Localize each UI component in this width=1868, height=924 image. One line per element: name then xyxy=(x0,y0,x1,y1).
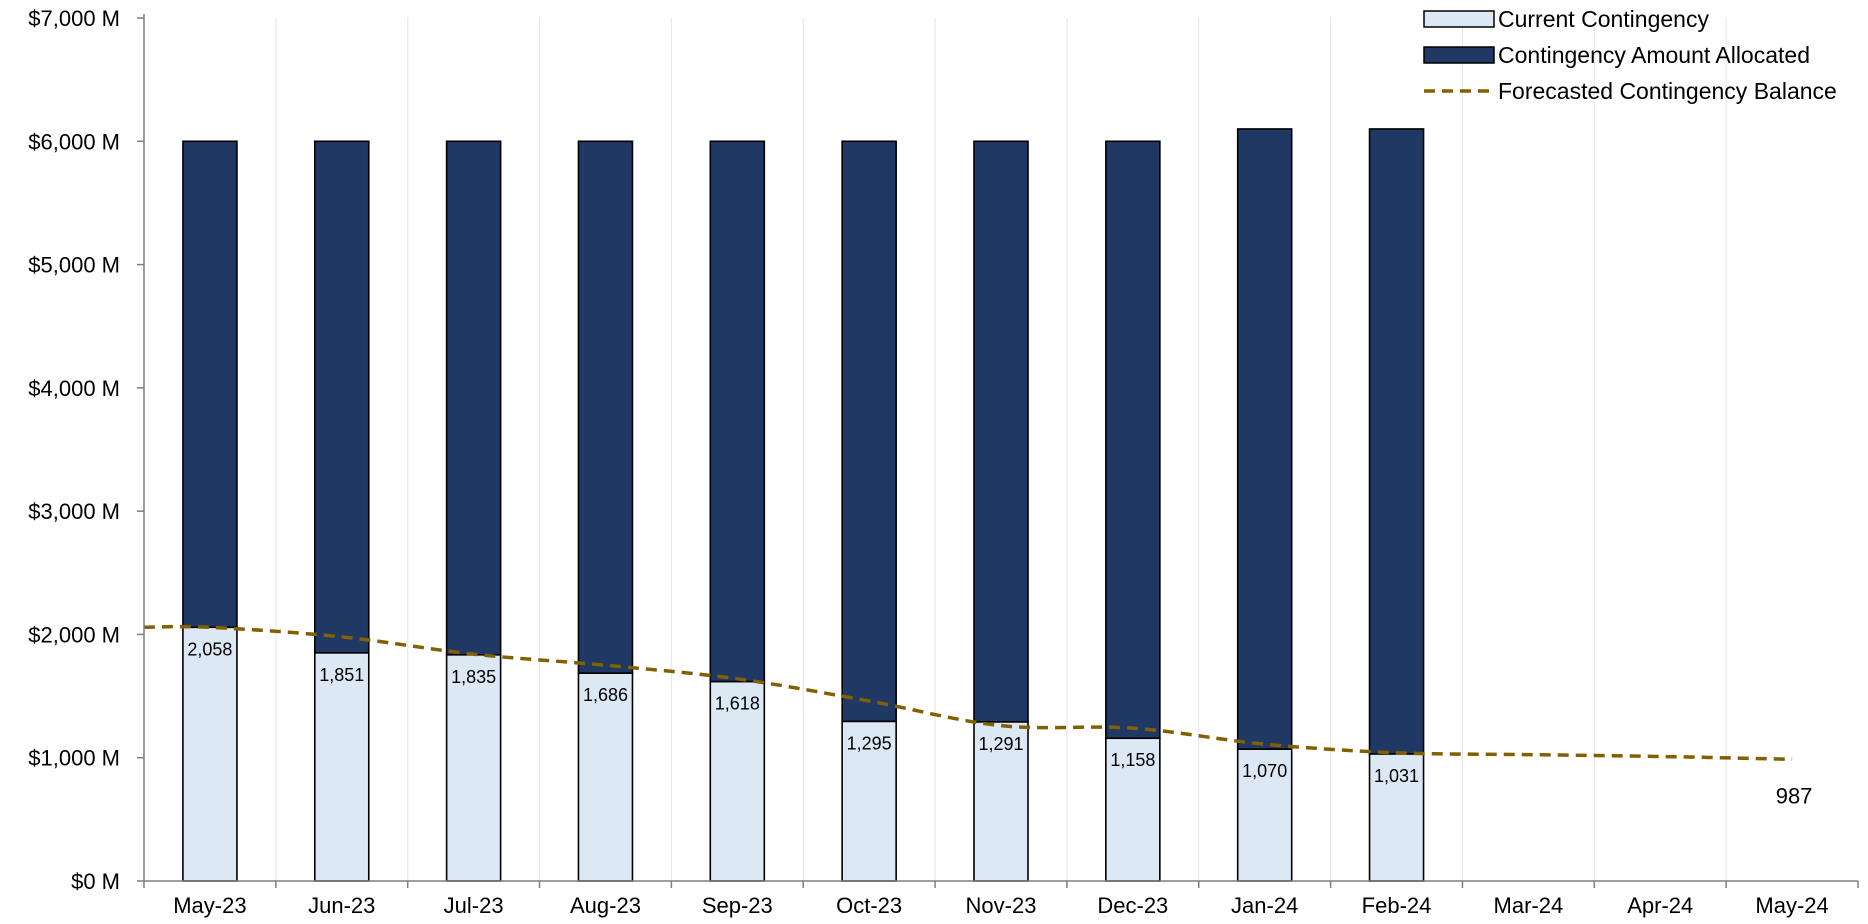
bar-current-contingency xyxy=(1368,753,1425,882)
bar-data-label: 1,291 xyxy=(978,734,1023,754)
y-tick-label: $6,000 M xyxy=(28,129,120,154)
bar-data-label: 1,618 xyxy=(715,694,760,714)
x-tick-label: Jan-24 xyxy=(1231,893,1298,918)
bar-data-label: 1,851 xyxy=(319,665,364,685)
bar-data-label: 1,295 xyxy=(847,733,892,753)
bar-data-label: 1,158 xyxy=(1110,750,1155,770)
x-tick-label: May-23 xyxy=(173,893,246,918)
bar-contingency-allocated xyxy=(973,140,1029,723)
x-tick-label: Apr-24 xyxy=(1627,893,1693,918)
y-tick-label: $0 M xyxy=(71,869,120,894)
x-tick-label: Oct-23 xyxy=(836,893,902,918)
y-tick-label: $7,000 M xyxy=(28,6,120,31)
x-tick-label: Feb-24 xyxy=(1362,893,1432,918)
bar-data-label: 1,031 xyxy=(1374,766,1419,786)
x-tick-label: Jul-23 xyxy=(444,893,504,918)
legend-label: Current Contingency xyxy=(1498,6,1709,32)
forecast-line-layer: 987 xyxy=(143,624,1813,808)
forecast-end-label: 987 xyxy=(1776,783,1813,808)
bar-data-label: 1,070 xyxy=(1242,761,1287,781)
bar-current-contingency xyxy=(1236,748,1293,882)
x-tick-label: Sep-23 xyxy=(702,893,773,918)
bar-contingency-allocated xyxy=(313,140,370,654)
axes: $0 M $1,000 M $2,000 M $3,000 M $4,000 M $5,0… xyxy=(28,6,1859,918)
y-tick-label: $4,000 M xyxy=(28,376,120,401)
legend: Current Contingency Contingency Amount Al… xyxy=(1423,6,1837,104)
bar-data-label: 1,686 xyxy=(583,685,628,705)
y-tick-label: $2,000 M xyxy=(28,622,120,647)
bar-current-contingency xyxy=(182,626,238,882)
bar-current-contingency xyxy=(841,720,897,882)
x-tick-label: Aug-23 xyxy=(570,893,641,918)
legend-label: Contingency Amount Allocated xyxy=(1498,42,1810,68)
x-tick-label: Mar-24 xyxy=(1494,893,1564,918)
bar-current-contingency xyxy=(313,651,370,882)
x-tick-label: May-24 xyxy=(1755,893,1828,918)
legend-label: Forecasted Contingency Balance xyxy=(1498,78,1837,104)
bar-data-label: 2,058 xyxy=(187,639,232,659)
bar-contingency-allocated xyxy=(1236,128,1293,750)
grid-lines xyxy=(275,18,1727,881)
bar-contingency-allocated xyxy=(182,140,238,629)
stacked-bars xyxy=(182,128,1425,882)
x-tick-label: Nov-23 xyxy=(966,893,1037,918)
y-tick-label: $5,000 M xyxy=(28,253,120,278)
x-tick-label: Dec-23 xyxy=(1097,893,1168,918)
legend-swatch xyxy=(1423,46,1495,64)
forecast-contingency-line xyxy=(143,624,1793,762)
y-tick-label: $3,000 M xyxy=(28,499,120,524)
bar-contingency-allocated xyxy=(841,140,897,723)
bar-data-labels: 2,058 1,851 1,835 1,686 1,618 1,295 1,291 1,158… xyxy=(187,639,1419,786)
bar-contingency-allocated xyxy=(1368,128,1425,755)
x-tick-label: Jun-23 xyxy=(308,893,375,918)
legend-swatch xyxy=(1423,10,1495,28)
bar-current-contingency xyxy=(577,672,634,882)
bar-data-label: 1,835 xyxy=(451,667,496,687)
bar-contingency-allocated xyxy=(1105,140,1161,740)
bar-contingency-allocated xyxy=(577,140,634,674)
bar-current-contingency xyxy=(445,653,502,882)
bar-contingency-allocated xyxy=(709,140,766,683)
y-tick-label: $1,000 M xyxy=(28,746,120,771)
bar-contingency-allocated xyxy=(445,140,502,656)
